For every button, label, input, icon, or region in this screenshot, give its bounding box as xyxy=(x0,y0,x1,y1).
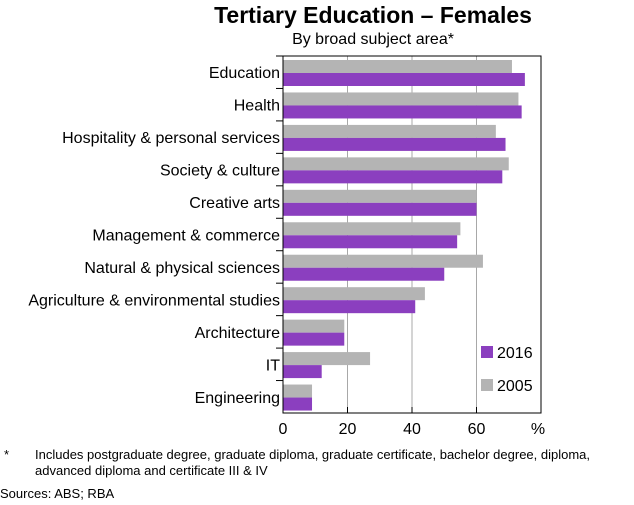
x-tick-label: 20 xyxy=(339,421,357,438)
legend-label: 2005 xyxy=(497,378,533,395)
x-tick-label: 60 xyxy=(468,421,486,438)
category-label: Natural & physical sciences xyxy=(84,260,280,277)
category-label: Society & culture xyxy=(160,163,280,180)
x-tick-label: 0 xyxy=(279,421,288,438)
legend-swatch xyxy=(481,379,493,391)
x-unit-label: % xyxy=(531,421,545,438)
bar xyxy=(283,222,461,236)
bar xyxy=(283,384,313,398)
x-tick-label: 40 xyxy=(403,421,421,438)
bar xyxy=(283,60,512,73)
bar xyxy=(283,157,509,171)
bar xyxy=(283,397,313,411)
bar xyxy=(283,124,496,138)
category-label: Architecture xyxy=(195,325,280,342)
bar xyxy=(283,332,345,346)
bar xyxy=(283,300,416,314)
bar xyxy=(283,189,477,203)
category-label: IT xyxy=(266,357,280,374)
bar xyxy=(283,352,371,366)
bar xyxy=(283,254,483,268)
bar xyxy=(283,202,477,216)
footnote-text: Includes postgraduate degree, graduate d… xyxy=(35,447,591,478)
legend-label: 2016 xyxy=(497,345,533,362)
chart-title: Tertiary Education – Females xyxy=(214,2,532,28)
bar xyxy=(283,170,503,184)
category-label: Hospitality & personal services xyxy=(62,130,280,147)
bar xyxy=(283,235,458,249)
bar xyxy=(283,319,345,333)
bar xyxy=(283,137,506,151)
bar xyxy=(283,365,322,379)
category-label: Engineering xyxy=(195,390,280,407)
footnote-marker: * xyxy=(4,447,10,462)
category-label: Health xyxy=(234,98,280,115)
bar xyxy=(283,267,445,281)
bar xyxy=(283,73,525,86)
category-label: Creative arts xyxy=(189,195,280,212)
legend-swatch xyxy=(481,346,493,358)
bar xyxy=(283,105,522,119)
bar xyxy=(283,287,425,301)
bar xyxy=(283,92,519,106)
category-label: Education xyxy=(209,65,280,82)
chart-subtitle: By broad subject area* xyxy=(292,31,454,48)
category-label: Management & commerce xyxy=(92,228,280,245)
category-label: Agriculture & environmental studies xyxy=(28,292,280,309)
sources-note: Sources: ABS; RBA xyxy=(0,486,115,501)
